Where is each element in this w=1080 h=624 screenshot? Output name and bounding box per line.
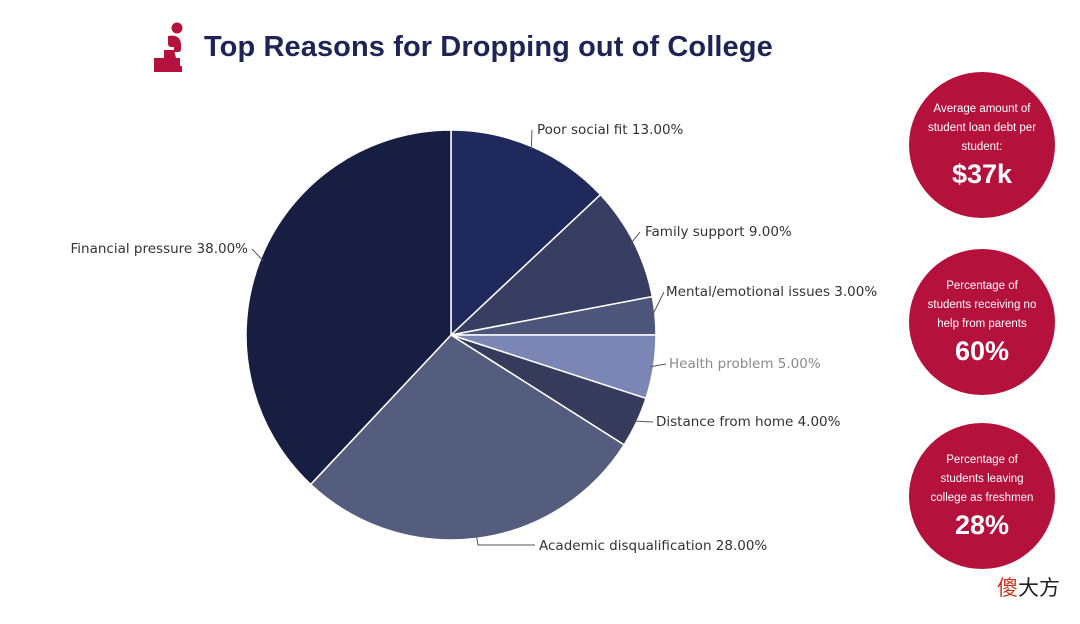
- slice-label: Family support 9.00%: [645, 224, 792, 240]
- slice-label: Distance from home 4.00%: [656, 414, 841, 430]
- pie-chart: Poor social fit 13.00% Family support 9.0…: [71, 122, 878, 554]
- stat-value: 60%: [954, 336, 1010, 366]
- pie-slice-financial-pressure: [245, 129, 452, 486]
- leader-line: [475, 535, 535, 546]
- title-row: Top Reasons for Dropping out of College: [150, 22, 773, 72]
- leader-line: [651, 291, 665, 317]
- stat-value: $37k: [951, 159, 1013, 189]
- pie-slice-poor-social-fit: [450, 129, 602, 337]
- leader-line: [251, 248, 264, 261]
- stat-text: Percentage of students receiving no help…: [927, 280, 1037, 330]
- slice-label: Financial pressure 38.00%: [71, 241, 249, 257]
- stat-value: 28%: [954, 510, 1010, 540]
- stat-circle-loan-debt: Average amount of student loan debt per …: [909, 72, 1055, 218]
- pie-slice-family-support: [448, 193, 654, 337]
- watermark-rest: 大方: [1018, 576, 1060, 600]
- leader-line: [630, 231, 641, 244]
- stat-text: Percentage of students leaving college a…: [930, 454, 1034, 504]
- slice-label: Mental/emotional issues 3.00%: [666, 284, 877, 300]
- stat-text: Average amount of student loan debt per …: [927, 103, 1037, 153]
- thinker-icon: [154, 22, 183, 72]
- slice-label: Academic disqualification 28.00%: [539, 538, 767, 554]
- leader-line: [530, 129, 533, 150]
- stat-circle-freshmen: Percentage of students leaving college a…: [909, 423, 1055, 569]
- leader-line: [650, 363, 667, 368]
- leader-line: [633, 420, 654, 423]
- stat-circle-no-parent-help: Percentage of students receiving no help…: [909, 249, 1055, 395]
- watermark-first-char: 傻: [997, 576, 1018, 600]
- slice-label: Health problem 5.00%: [669, 356, 821, 372]
- slice-label: Poor social fit 13.00%: [537, 122, 684, 138]
- watermark: 傻大方: [997, 572, 1060, 602]
- page-title: Top Reasons for Dropping out of College: [204, 30, 773, 63]
